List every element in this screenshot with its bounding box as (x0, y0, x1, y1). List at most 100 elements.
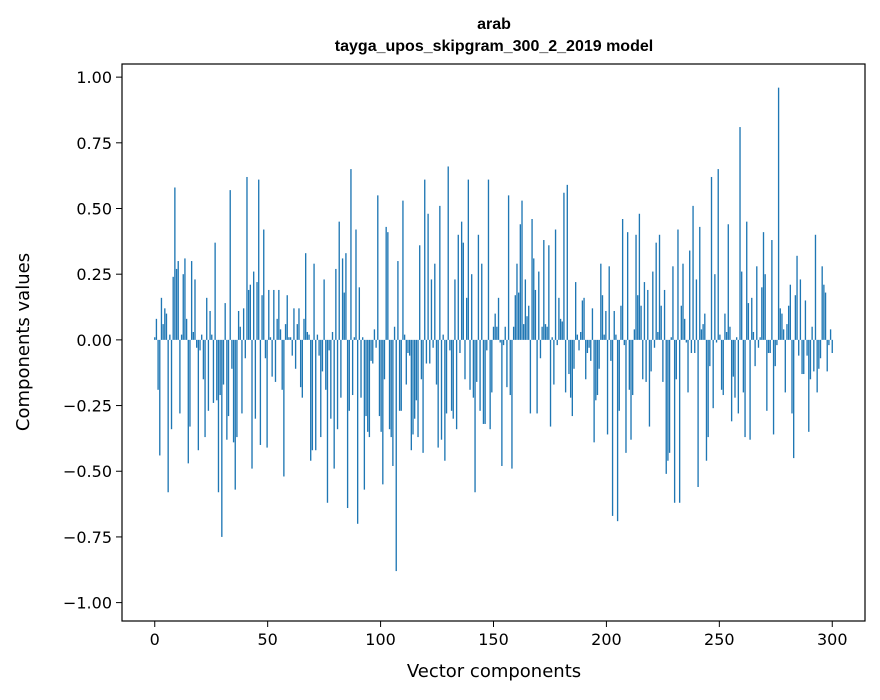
bar (665, 339, 667, 474)
bar (214, 242, 216, 340)
bar (667, 339, 669, 461)
bar (237, 310, 240, 340)
bar (247, 289, 250, 340)
bar (407, 339, 409, 354)
bar (816, 339, 818, 393)
bar (700, 329, 703, 340)
bar (471, 274, 473, 340)
bar (372, 339, 374, 364)
bar (787, 305, 790, 340)
bar (803, 339, 805, 375)
bar (789, 284, 791, 340)
bar (363, 339, 366, 490)
bar (169, 334, 171, 340)
bar (658, 234, 661, 340)
bar (786, 324, 788, 340)
bar (687, 339, 689, 393)
bar (236, 339, 238, 438)
bar (623, 339, 625, 346)
bar (523, 324, 525, 340)
bar (506, 339, 508, 388)
bar (680, 305, 682, 340)
bar (449, 339, 451, 351)
bar (605, 310, 607, 340)
bar (710, 176, 713, 340)
bar (784, 339, 786, 393)
bar (311, 339, 314, 451)
y-tick-label: 0.50 (76, 200, 112, 219)
bar (682, 263, 684, 340)
bar (630, 339, 632, 440)
bar (779, 308, 781, 340)
bar (684, 318, 686, 340)
bar (576, 334, 579, 340)
bar (288, 337, 290, 340)
bar (561, 321, 563, 340)
bar (502, 339, 505, 346)
bar (301, 339, 303, 398)
bar (715, 339, 718, 343)
bar (271, 339, 273, 377)
bar (533, 258, 535, 340)
bar (253, 271, 255, 340)
bar (695, 279, 698, 340)
x-tick-label: 250 (704, 630, 735, 649)
bar (194, 279, 196, 340)
bar (655, 242, 657, 340)
bar (167, 339, 169, 493)
bar (608, 266, 610, 340)
bar (566, 184, 568, 340)
bar (798, 339, 800, 356)
bar (714, 274, 716, 340)
bar (489, 339, 491, 430)
bar (263, 229, 265, 340)
bar (568, 339, 570, 375)
bar (808, 339, 810, 432)
bar (346, 339, 349, 509)
bar (694, 339, 696, 354)
bar (657, 331, 659, 340)
bar (412, 339, 414, 435)
bar (491, 339, 493, 393)
bar (345, 253, 347, 340)
bar (635, 234, 637, 340)
bar (266, 339, 268, 448)
bar (672, 266, 674, 340)
bar (578, 339, 580, 351)
bar (180, 334, 183, 340)
bar (538, 271, 540, 340)
bar (814, 234, 817, 340)
bar (724, 313, 726, 340)
bar (653, 339, 656, 348)
bar (378, 339, 381, 417)
bar (190, 261, 193, 340)
bar (643, 282, 646, 340)
bar (258, 179, 260, 340)
bar (541, 326, 543, 340)
bar (160, 297, 163, 340)
bar (165, 313, 168, 340)
bar (424, 179, 426, 340)
bar (517, 292, 520, 340)
bar (204, 339, 206, 438)
bar (367, 339, 369, 432)
y-tick-label: 0.75 (76, 134, 112, 153)
bar (162, 324, 164, 340)
bar (442, 334, 444, 340)
bar (199, 339, 201, 351)
bar (323, 279, 325, 340)
bar (482, 339, 485, 424)
y-axis-ticks: 1.00 0.75 0.50 0.25 0.00 −0.25 −0.50 −0.75 −1.00 (63, 68, 122, 613)
bar (420, 339, 423, 380)
bar (351, 339, 354, 396)
x-axis-label: Vector components (407, 661, 581, 682)
bar (531, 219, 533, 340)
bar (341, 258, 344, 340)
bar (402, 200, 404, 340)
bar (415, 339, 418, 401)
bar (175, 268, 178, 340)
bar (454, 279, 456, 340)
bar (528, 305, 530, 340)
x-tick-label: 200 (591, 630, 622, 649)
bar (494, 313, 496, 340)
